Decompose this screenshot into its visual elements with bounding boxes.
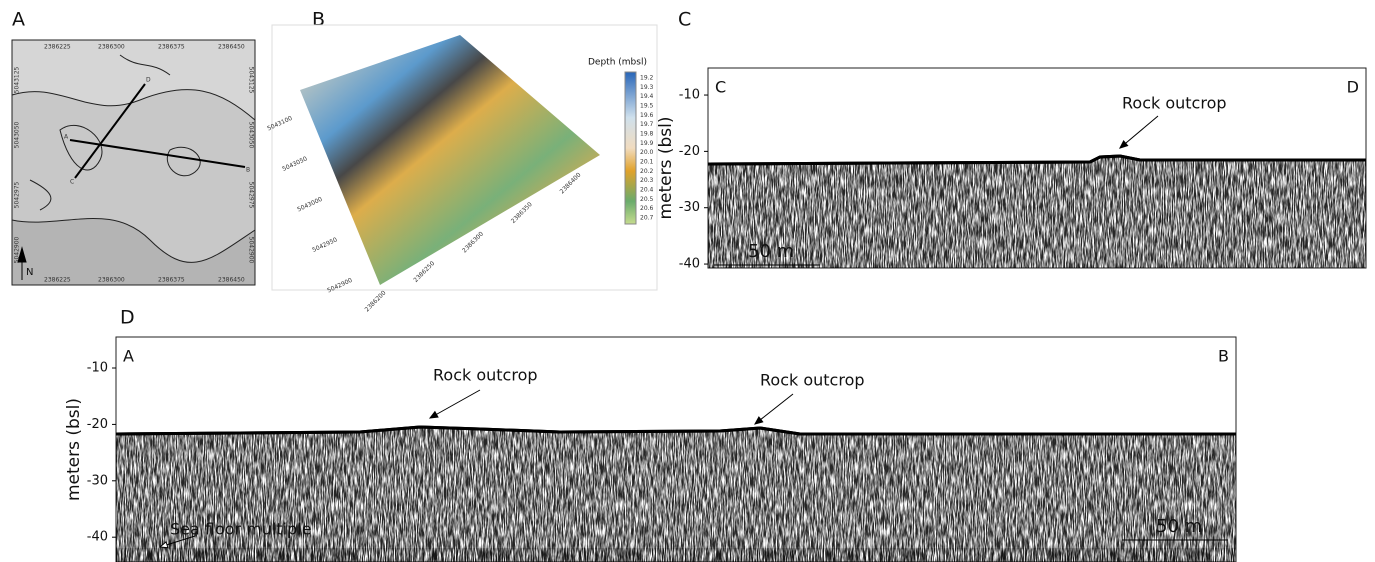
legend-label: 20.3 — [640, 177, 654, 184]
legend-label: 19.8 — [640, 131, 654, 138]
colorbar — [624, 71, 637, 225]
northing-label: 5042900 — [326, 277, 353, 295]
x-coord-label: 2386300 — [98, 277, 125, 284]
legend-label: 19.4 — [640, 93, 654, 100]
y-coord-label: 5043050 — [14, 121, 21, 148]
arrow-head — [158, 540, 169, 549]
x-coord-label: 2386300 — [98, 44, 125, 51]
seafloor — [115, 425, 1236, 436]
legend-label: 20.2 — [640, 168, 654, 175]
y-tick-label: -10 — [87, 361, 108, 376]
northing-label: 5043050 — [281, 155, 308, 173]
panel-label: D — [120, 307, 135, 329]
legend-label: 20.5 — [640, 196, 654, 203]
y-tick-label: -20 — [87, 417, 108, 432]
legend-label: 19.2 — [640, 75, 654, 82]
x-coord-label: 2386225 — [44, 44, 71, 51]
x-coord-label: 2386225 — [44, 277, 71, 284]
y-coord-label: 5042975 — [14, 181, 21, 208]
arrow-head — [1119, 139, 1129, 149]
panel-label: A — [12, 9, 25, 31]
legend-label: 19.6 — [640, 112, 654, 119]
legend-label: 20.6 — [640, 205, 654, 212]
arrow-head — [753, 416, 764, 425]
arrow — [1119, 115, 1159, 149]
panel-label: C — [678, 9, 691, 31]
arrow-head — [428, 410, 439, 419]
legend-label: 20.7 — [640, 215, 654, 222]
northing-label: 5043000 — [296, 196, 323, 214]
north-label: N — [26, 267, 33, 278]
y-tick-label: -20 — [679, 144, 700, 159]
profile-start: C — [715, 78, 726, 97]
multiple-band — [116, 548, 1236, 562]
profile-line — [69, 139, 246, 168]
panel-frame — [271, 24, 658, 291]
legend-label: 19.7 — [640, 121, 654, 128]
y-tick-label: -10 — [679, 88, 700, 103]
profile-end: D — [1347, 78, 1359, 97]
scale-label: 50 m — [748, 241, 794, 262]
y-tick-label: -30 — [679, 200, 700, 215]
arrow — [754, 393, 794, 425]
y-coord-label: 5043125 — [248, 67, 255, 94]
y-tick-label: -40 — [679, 257, 700, 272]
profile-label: B — [246, 167, 250, 174]
reflector-texture — [708, 156, 1366, 268]
annotation: Rock outcrop — [760, 371, 865, 390]
annotation: Rock outcrop — [1122, 94, 1227, 113]
contour — [11, 39, 256, 122]
y-coord-label: 5043125 — [14, 66, 21, 93]
y-tick-label: -30 — [87, 473, 108, 488]
legend-label: 20.4 — [640, 187, 654, 194]
y-tick-label: -40 — [87, 530, 108, 545]
legend-label: 20.1 — [640, 159, 654, 166]
profile-line — [74, 83, 146, 179]
terrain-surface — [300, 35, 600, 285]
y-coord-label: 5043050 — [248, 122, 255, 149]
contour — [11, 218, 256, 286]
arrow — [429, 389, 481, 419]
profile-start: A — [123, 347, 134, 366]
x-coord-label: 2386450 — [218, 44, 245, 51]
legend-label: 19.9 — [640, 140, 654, 147]
legend-title: Depth (mbsl) — [588, 58, 647, 68]
profile-label: C — [70, 179, 74, 186]
northing-label: 5043100 — [266, 115, 293, 133]
north-arrow — [17, 246, 27, 280]
y-axis-label: meters (bsl) — [656, 116, 676, 219]
panel-label: B — [312, 9, 325, 31]
profile-label: A — [64, 134, 69, 141]
y-coord-label: 5042900 — [248, 237, 255, 264]
seafloor — [707, 154, 1366, 166]
x-coord-label: 2386375 — [158, 277, 185, 284]
y-coord-label: 5042900 — [14, 236, 21, 263]
y-coord-label: 5042975 — [248, 182, 255, 209]
reflector-texture — [116, 427, 1236, 562]
annotation: Rock outcrop — [433, 366, 538, 385]
legend-label: 19.5 — [640, 103, 654, 110]
legend-label: 19.3 — [640, 84, 654, 91]
x-coord-label: 2386375 — [158, 44, 185, 51]
x-coord-label: 2386450 — [218, 277, 245, 284]
easting-label: 2386200 — [364, 289, 388, 313]
profile-label: D — [146, 77, 151, 84]
contour — [29, 54, 201, 211]
northing-label: 5042950 — [311, 236, 338, 254]
scale-label: 50 m — [1156, 516, 1202, 537]
annotation: Sea floor multiple — [170, 520, 312, 539]
profile-end: B — [1218, 347, 1229, 366]
legend-label: 20.0 — [640, 149, 654, 156]
y-axis-label: meters (bsl) — [64, 398, 84, 501]
